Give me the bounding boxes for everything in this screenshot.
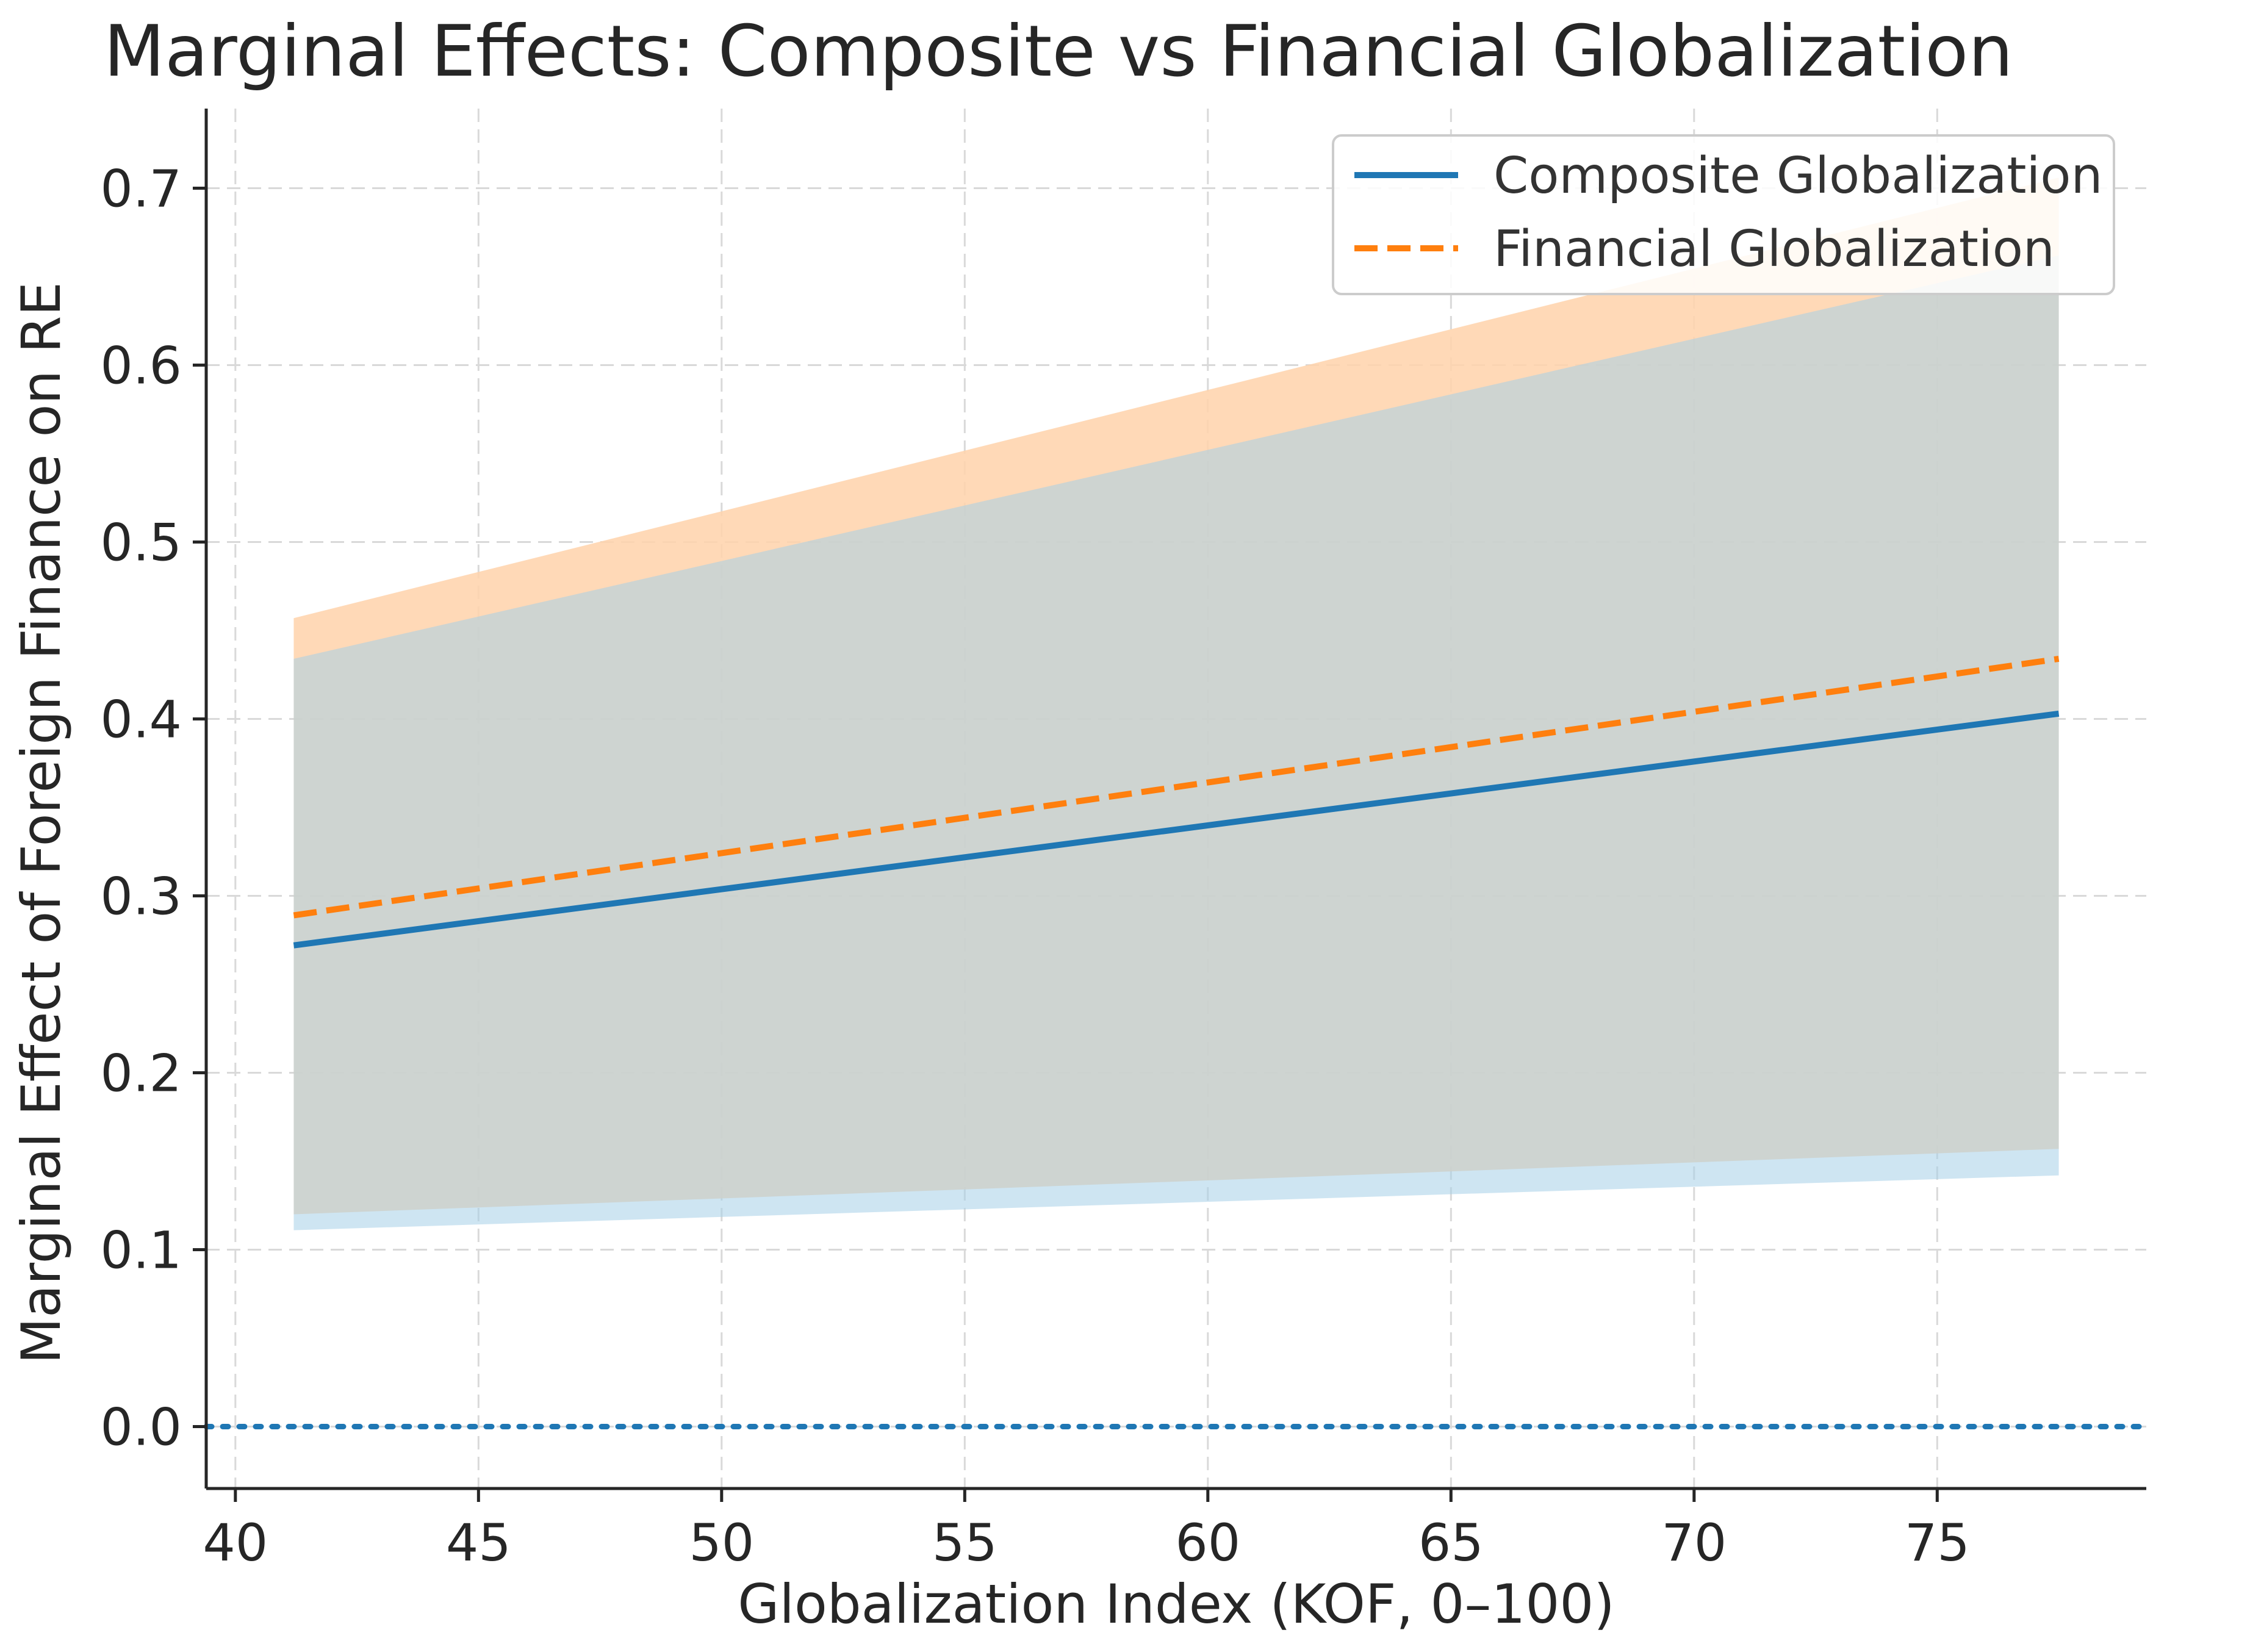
legend-box <box>1332 134 2115 295</box>
composite-globalization-line <box>293 710 2060 949</box>
x-tick-label: 75 <box>1905 1513 1970 1573</box>
x-tick-label: 40 <box>203 1513 268 1573</box>
y-tick-label: 0.7 <box>100 159 182 219</box>
x-axis-ticks: 40 45 50 55 60 65 70 75 <box>203 1489 1970 1573</box>
y-tick-label: 0.3 <box>100 867 182 927</box>
y-tick-label: 0.1 <box>100 1221 182 1280</box>
y-axis-ticks: 0.0 0.1 0.2 0.3 0.4 0.5 0.6 0.7 <box>100 159 206 1457</box>
confidence-bands <box>293 178 2059 1230</box>
x-tick-label: 65 <box>1418 1513 1484 1573</box>
x-axis-label: Globalization Index (KOF, 0–100) <box>738 1573 1614 1636</box>
y-tick-label: 0.2 <box>100 1044 182 1104</box>
composite-confidence-band <box>293 255 2059 1230</box>
legend: Composite Globalization Financial Global… <box>1332 134 2115 295</box>
y-tick-label: 0.5 <box>100 513 182 573</box>
axes <box>204 109 2146 1490</box>
x-tick-label: 45 <box>446 1513 511 1573</box>
y-tick-label: 0.6 <box>100 336 182 396</box>
y-tick-label: 0.4 <box>100 690 182 750</box>
x-tick-label: 70 <box>1661 1513 1727 1573</box>
x-tick-label: 60 <box>1175 1513 1240 1573</box>
financial-globalization-line <box>293 655 2060 919</box>
y-axis-label: Marginal Effect of Foreign Finance on RE <box>10 282 73 1364</box>
x-tick-label: 55 <box>932 1513 997 1573</box>
chart-title: Marginal Effects: Composite vs Financial… <box>104 10 2013 93</box>
y-tick-label: 0.0 <box>100 1398 182 1457</box>
x-tick-label: 50 <box>689 1513 754 1573</box>
legend-financial-label: Financial Globalization <box>1493 220 2055 278</box>
legend-composite-label: Composite Globalization <box>1493 147 2102 205</box>
